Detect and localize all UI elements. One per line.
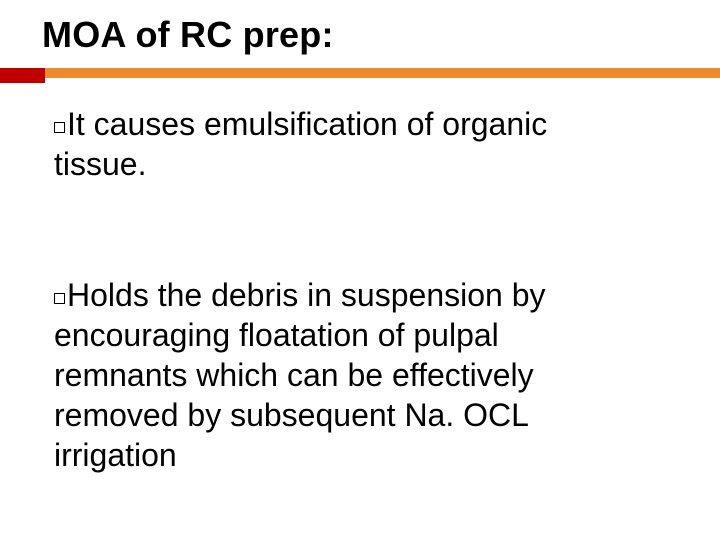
accent-red-block [0, 68, 45, 83]
bullet-text-line: encouraging floatation of pulpal [54, 315, 666, 355]
bullet-item-1: It causes emulsification of organictissu… [54, 104, 666, 184]
slide-title: MOA of RC prep: [42, 14, 334, 56]
bullet-text-line: irrigation [54, 435, 666, 475]
slide: MOA of RC prep: It causes emulsification… [0, 0, 720, 540]
square-bullet-icon [54, 293, 65, 304]
bullet-text-line: Holds the debris in suspension by [54, 275, 666, 315]
square-bullet-icon [54, 122, 65, 133]
bullet-text-line: tissue. [54, 144, 666, 184]
bullet-text-line: removed by subsequent Na. OCL [54, 395, 666, 435]
bullet-item-2: Holds the debris in suspension byencoura… [54, 275, 666, 475]
bullet-text-line: It causes emulsification of organic [54, 104, 666, 144]
accent-bar [0, 68, 720, 78]
bullet-text-line: remnants which can be effectively [54, 355, 666, 395]
